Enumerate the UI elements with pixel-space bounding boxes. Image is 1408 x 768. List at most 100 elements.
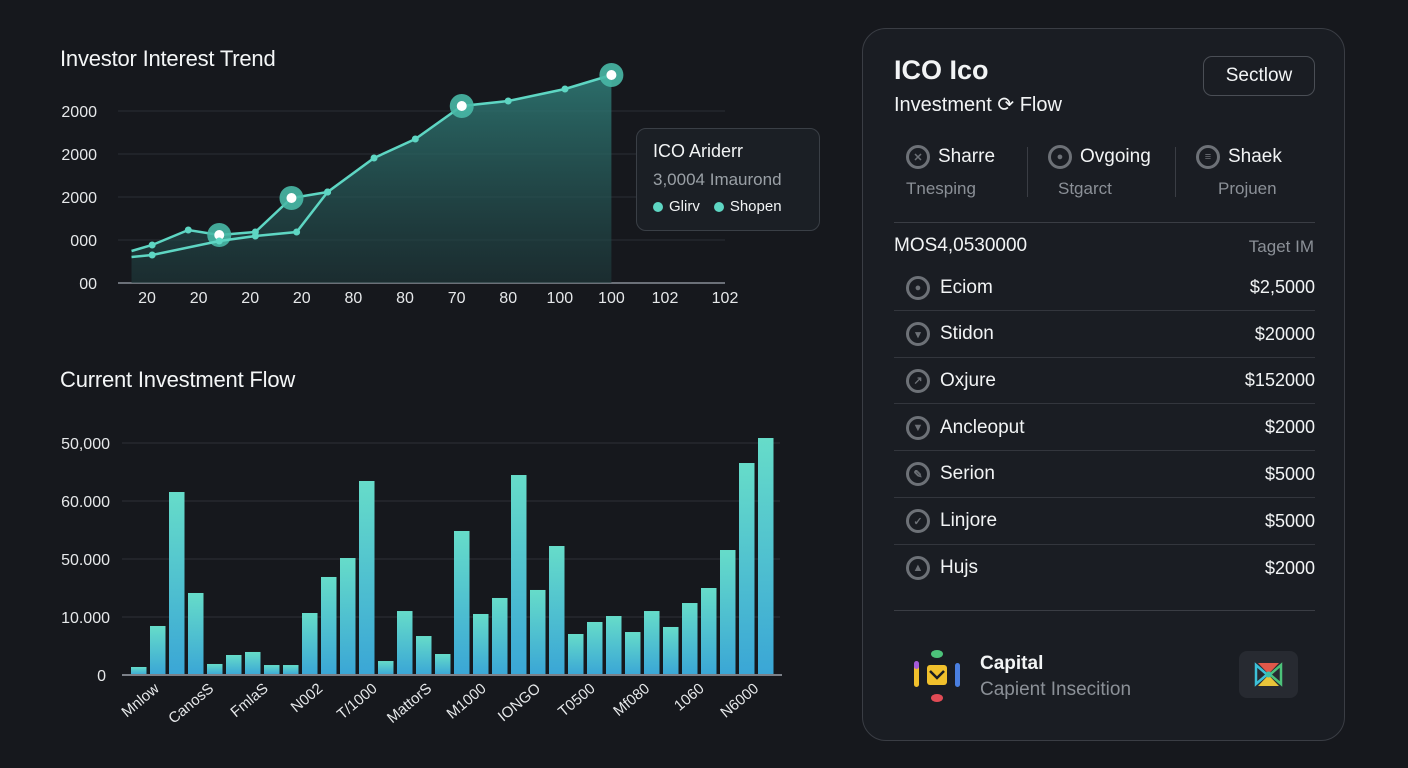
x-tick-label: 102 [652,290,679,307]
bar [758,438,774,675]
x-tick-label: FmlaS [227,680,271,721]
bar [397,611,413,675]
data-point [148,241,156,249]
stat-ovgoing[interactable]: ● Ovgoing Stgarct [1048,145,1188,199]
data-point [251,232,259,240]
chart-legend: ICO Ariderr 3,0004 Imaurond Glirv Shopen [636,128,820,231]
stat-sharre[interactable]: ✕ Sharre Tnesping [906,145,1046,199]
x-tick-label: Mnlow [118,680,162,721]
bar [169,492,185,675]
x-tick-label: MattorS [384,680,435,727]
bar [644,611,660,675]
x-tick-label: 1060 [671,680,707,714]
item-amount: $5000 [1264,510,1315,531]
highlight-point-center [456,101,467,112]
bar [492,597,508,675]
list-item[interactable]: ✎ Serion $5000 [894,452,1315,498]
capital-logo-icon [914,650,960,702]
area-fill [131,75,612,283]
list-item[interactable]: ▲ Hujs $2000 [894,545,1315,591]
section-button[interactable]: Sectlow [1203,56,1315,96]
highlight-point-center [606,70,617,81]
item-amount: $2,5000 [1249,277,1315,297]
item-name: Linjore [940,510,998,531]
pin-icon: ▾ [906,322,930,347]
list-item[interactable]: ▼ Ancleoput $2000 [894,405,1315,452]
x-tick-label: CanosS [165,680,217,727]
crossed-arrows-icon [1254,662,1283,687]
stat-shaek[interactable]: ≡ Shaek Projuen [1196,145,1336,199]
stat-sub: Tnesping [906,179,976,198]
y-tick-label: 0 [97,668,106,685]
footer-title: Capital [980,653,1044,674]
investment-panel: ICO Ico Investment ⟳ Flow Sectlow ✕ Sharr… [862,28,1345,741]
data-point [504,97,512,105]
item-name: Ancleoput [940,416,1025,438]
bar [530,589,546,675]
item-amount: $2000 [1264,557,1315,578]
item-name: Stidon [940,323,994,345]
bar [663,626,679,675]
x-tick-label: 80 [499,290,517,307]
x-tick-label: IONGO [495,680,544,725]
list-item[interactable]: ● Eciom $2,5000 [894,265,1315,311]
stat-label: Sharre [938,146,996,167]
x-tick-label: N002 [288,680,326,716]
footer-subtitle: Capient Insecition [980,679,1132,700]
check-icon: ✓ [906,509,930,533]
item-name: Oxjure [940,369,996,391]
list-item[interactable]: ▾ Stidon $20000 [894,312,1315,358]
data-point [215,237,223,245]
x-tick-label: T0500 [555,680,599,720]
item-amount: $5000 [1264,463,1315,484]
bar [587,621,603,675]
list-item[interactable]: ✓ Linjore $5000 [894,499,1315,545]
bar [150,625,166,675]
line-chart-title: Investor Interest Trend [60,46,276,71]
panel-subtitle: Investment ⟳ Flow [894,92,1062,117]
target-icon: ● [906,275,930,300]
y-tick-label: 60.000 [61,494,110,511]
x-tick-label: 100 [546,290,573,307]
bar [264,665,280,675]
item-name: Hujs [940,557,979,579]
subtitle-right: Flow [1019,94,1062,116]
stat-label: Shaek [1228,146,1282,167]
x-tick-label: N6000 [717,680,762,721]
data-point [293,228,301,236]
target-icon: ● [1048,145,1072,169]
x-tick-label: 20 [293,290,311,307]
target-label: Taget IM [1248,237,1314,256]
list-item[interactable]: ↗ Oxjure $152000 [894,358,1315,405]
data-point [148,251,156,259]
divider [1175,147,1176,197]
bar [131,666,147,675]
x-tick-label: M1000 [444,680,490,723]
panel-title: ICO Ico [894,55,989,85]
bar [435,654,451,675]
bar [378,661,394,675]
bar [226,654,242,675]
bar [701,588,717,675]
y-tick-label: 000 [70,233,97,250]
y-tick-label: 2000 [61,104,97,121]
bar [283,665,299,675]
x-tick-label: 20 [138,290,156,307]
stat-sub: Stgarct [1058,179,1112,198]
legend-subtitle: 3,0004 Imaurond [653,170,782,189]
total-amount: MOS4,0530000 [894,235,1028,256]
bar-chart: 0 10.000 50.000 60.000 50,000 Mnlow CanosS Fmla… [61,436,782,727]
bar [606,616,622,675]
triangle-icon: ▲ [906,556,930,581]
divider [894,222,1315,223]
app-tile-button[interactable] [1239,651,1298,698]
legend-title: ICO Ariderr [653,141,744,161]
y-tick-label: 2000 [61,147,97,164]
data-point [184,226,192,234]
y-tick-label: 50.000 [61,552,110,569]
data-point [370,154,378,162]
divider [1027,147,1028,197]
x-tick-label: T/1000 [334,680,381,723]
data-point [561,85,569,93]
